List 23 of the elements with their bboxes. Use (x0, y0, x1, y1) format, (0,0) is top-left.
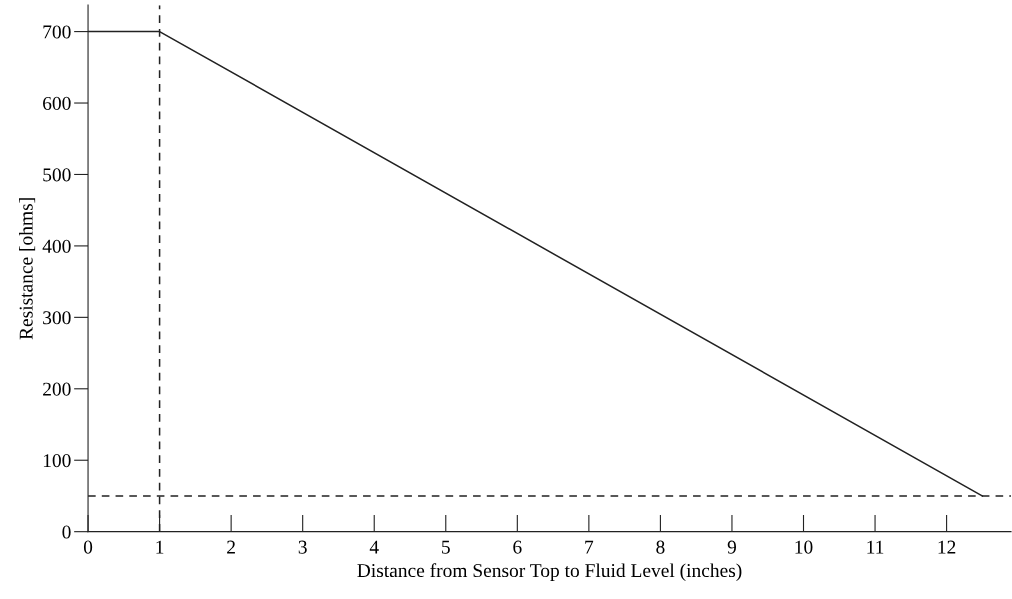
x-tick-label: 2 (227, 540, 235, 554)
x-tick-label: 9 (727, 540, 737, 554)
x-tick-label: 4 (369, 540, 379, 554)
x-tick-label: 12 (938, 540, 956, 554)
x-axis-title: Distance from Sensor Top to Fluid Level (inches) (357, 563, 742, 582)
x-tick-label: 6 (513, 540, 522, 554)
y-tick-label: 700 (43, 25, 71, 39)
x-tick-label: 7 (585, 540, 594, 554)
x-tick-label: 5 (442, 540, 450, 554)
x-tick-label: 8 (656, 540, 665, 554)
x-tick-label: 11 (867, 540, 884, 554)
x-tick-label: 0 (83, 540, 93, 554)
y-tick-label: 400 (42, 239, 71, 253)
x-tick-label: 10 (795, 540, 813, 554)
y-axis-title: Resistance [ohms] (19, 198, 36, 340)
y-tick-label: 300 (43, 311, 71, 325)
y-tick-label: 600 (43, 96, 71, 110)
x-tick-label: 1 (156, 540, 164, 554)
x-tick-label: 3 (298, 540, 307, 554)
y-tick-label: 200 (43, 382, 71, 396)
y-tick-label: 500 (43, 168, 71, 182)
y-tick-label: 100 (43, 454, 71, 468)
y-tick-label: 0 (62, 525, 71, 539)
